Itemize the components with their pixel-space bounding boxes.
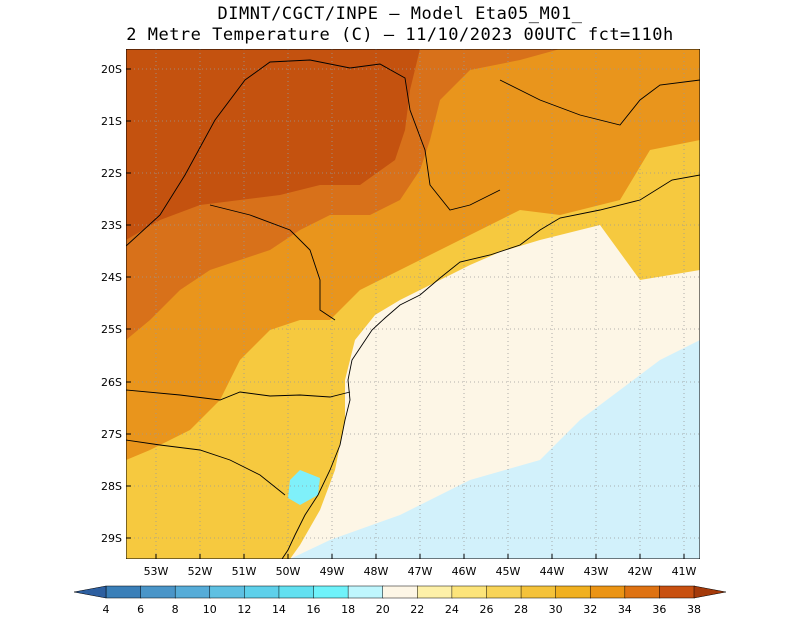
latitude-label: 21S — [101, 115, 122, 128]
longitude-label: 49W — [320, 565, 345, 578]
longitude-label: 47W — [408, 565, 433, 578]
state-border-2 — [209, 204, 336, 321]
longitude-label: 46W — [452, 565, 477, 578]
temperature-field — [126, 49, 700, 559]
longitude-label: 43W — [584, 565, 609, 578]
colorbar-tick-label: 34 — [618, 603, 632, 616]
longitude-label: 51W — [232, 565, 257, 578]
colorbar-swatch — [382, 585, 419, 599]
colorbar-swatch — [209, 585, 246, 599]
land-hottest-region — [126, 49, 420, 240]
colorbar-tick-label: 6 — [137, 603, 144, 616]
longitude-label: 45W — [496, 565, 521, 578]
colorbar-swatch — [624, 585, 661, 599]
colorbar-tick-label: 18 — [341, 603, 355, 616]
latitude-labels: 20S 21S 22S 23S 24S 25S 26S 27S 28S 29S — [101, 63, 131, 545]
colorbar-swatch — [555, 585, 591, 599]
colorbar-swatch — [520, 585, 557, 599]
colorbar-tick-label: 20 — [376, 603, 390, 616]
colorbar-swatch — [140, 585, 176, 599]
latitude-label: 27S — [101, 428, 122, 441]
inland-cold-patch — [288, 470, 320, 505]
longitude-label: 53W — [144, 565, 169, 578]
longitude-label: 44W — [540, 565, 565, 578]
map-title-line-2: 2 Metre Temperature (C) – 11/10/2023 00U… — [126, 25, 674, 45]
colorbar-swatch — [278, 585, 315, 599]
longitude-label: 50W — [276, 565, 301, 578]
colorbar-tick-label: 30 — [549, 603, 563, 616]
colorbar-swatch — [313, 585, 349, 599]
latitude-label: 23S — [101, 219, 122, 232]
state-border-1 — [126, 59, 501, 247]
borders — [126, 59, 700, 559]
colorbar-tick-label: 12 — [237, 603, 251, 616]
latitude-label: 24S — [101, 271, 122, 284]
latitude-label: 20S — [101, 63, 122, 76]
state-border-4 — [126, 439, 286, 496]
colorbar-tick-label: 24 — [445, 603, 459, 616]
colorbar: 4 6 8 10 12 14 16 18 20 22 24 26 28 30 32 34 36 38 — [73, 585, 727, 616]
colorbar-tick-label: 28 — [514, 603, 528, 616]
latitude-label: 29S — [101, 532, 122, 545]
colorbar-swatch — [417, 585, 453, 599]
colorbar-tick-label: 14 — [272, 603, 286, 616]
colorbar-swatch — [486, 585, 522, 599]
state-border-3 — [126, 389, 351, 401]
colorbar-min-arrow — [73, 585, 107, 599]
colorbar-tick-label: 8 — [172, 603, 179, 616]
longitude-label: 52W — [188, 565, 213, 578]
longitude-label: 48W — [364, 565, 389, 578]
lat-lon-grid — [126, 49, 700, 559]
colorbar-tick-label: 32 — [583, 603, 597, 616]
colorbar-swatch — [659, 585, 695, 599]
colorbar-swatch — [347, 585, 384, 599]
colorbar-swatch — [105, 585, 142, 599]
colorbar-tick-label: 10 — [203, 603, 217, 616]
state-border-5 — [499, 79, 700, 126]
latitude-label: 25S — [101, 323, 122, 336]
colorbar-tick-label: 16 — [307, 603, 321, 616]
map-title-line-1: DIMNT/CGCT/INPE – Model Eta05_M01_ — [217, 4, 583, 24]
ocean-cold-region — [290, 340, 700, 559]
latitude-label: 22S — [101, 167, 122, 180]
colorbar-swatch — [451, 585, 488, 599]
longitude-labels: 53W 52W 51W 50W 49W 48W 47W 46W 45W 44W 43W 42W 41W — [144, 554, 697, 578]
colorbar-tick-label: 26 — [479, 603, 493, 616]
colorbar-swatch — [589, 585, 626, 599]
colorbar-swatch — [244, 585, 280, 599]
colorbar-swatch — [174, 585, 211, 599]
colorbar-tick-label: 22 — [410, 603, 424, 616]
colorbar-max-arrow — [693, 585, 727, 599]
latitude-label: 26S — [101, 376, 122, 389]
colorbar-tick-label: 4 — [103, 603, 110, 616]
colorbar-tick-label: 38 — [687, 603, 701, 616]
coastline — [281, 174, 700, 559]
longitude-label: 42W — [628, 565, 653, 578]
longitude-label: 41W — [672, 565, 697, 578]
latitude-label: 28S — [101, 480, 122, 493]
colorbar-tick-label: 36 — [652, 603, 666, 616]
